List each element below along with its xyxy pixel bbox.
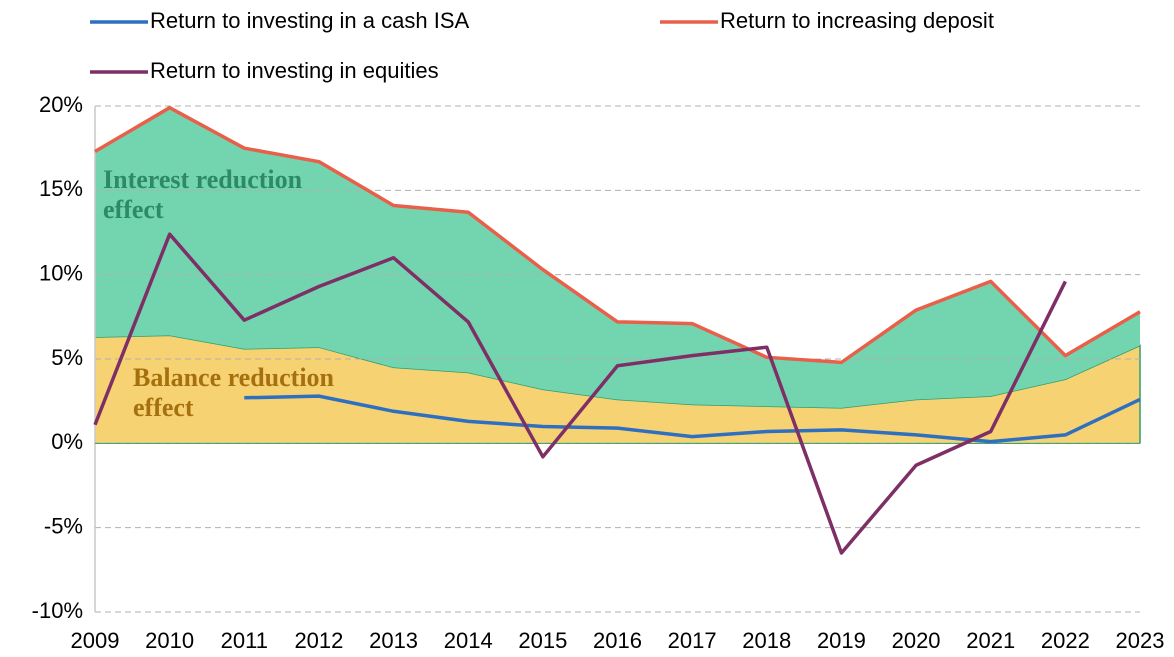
- area: [95, 107, 1140, 408]
- x-tick-label: 2016: [593, 628, 642, 653]
- x-tick-label: 2010: [145, 628, 194, 653]
- area-label: Interest reduction effect: [103, 165, 303, 224]
- x-tick-label: 2011: [221, 628, 268, 653]
- x-tick-label: 2023: [1116, 628, 1165, 653]
- legend-label: Return to increasing deposit: [720, 8, 994, 33]
- legend-label: Return to investing in equities: [150, 58, 439, 83]
- line: [93, 232, 1067, 555]
- y-tick-label: 10%: [39, 260, 83, 285]
- area-label: Balance reduction effect: [133, 363, 335, 422]
- x-tick-label: 2014: [444, 628, 493, 653]
- y-tick-label: 5%: [51, 345, 83, 370]
- y-tick-label: 0%: [51, 429, 83, 454]
- y-tick-label: -5%: [44, 513, 83, 538]
- x-tick-label: 2012: [294, 628, 343, 653]
- x-tick-label: 2022: [1041, 628, 1090, 653]
- x-tick-label: 2015: [518, 628, 567, 653]
- x-tick-label: 2017: [668, 628, 717, 653]
- legend-label: Return to investing in a cash ISA: [150, 8, 469, 33]
- x-tick-label: 2021: [966, 628, 1015, 653]
- area: [95, 335, 1140, 444]
- x-tick-label: 2009: [71, 628, 120, 653]
- y-tick-label: 15%: [39, 176, 83, 201]
- x-tick-label: 2018: [742, 628, 791, 653]
- x-tick-label: 2019: [817, 628, 866, 653]
- line: [244, 394, 1141, 444]
- x-tick-label: 2013: [369, 628, 418, 653]
- line: [94, 105, 1141, 365]
- y-tick-label: -10%: [32, 598, 83, 623]
- y-tick-label: 20%: [39, 92, 83, 117]
- x-tick-label: 2020: [892, 628, 941, 653]
